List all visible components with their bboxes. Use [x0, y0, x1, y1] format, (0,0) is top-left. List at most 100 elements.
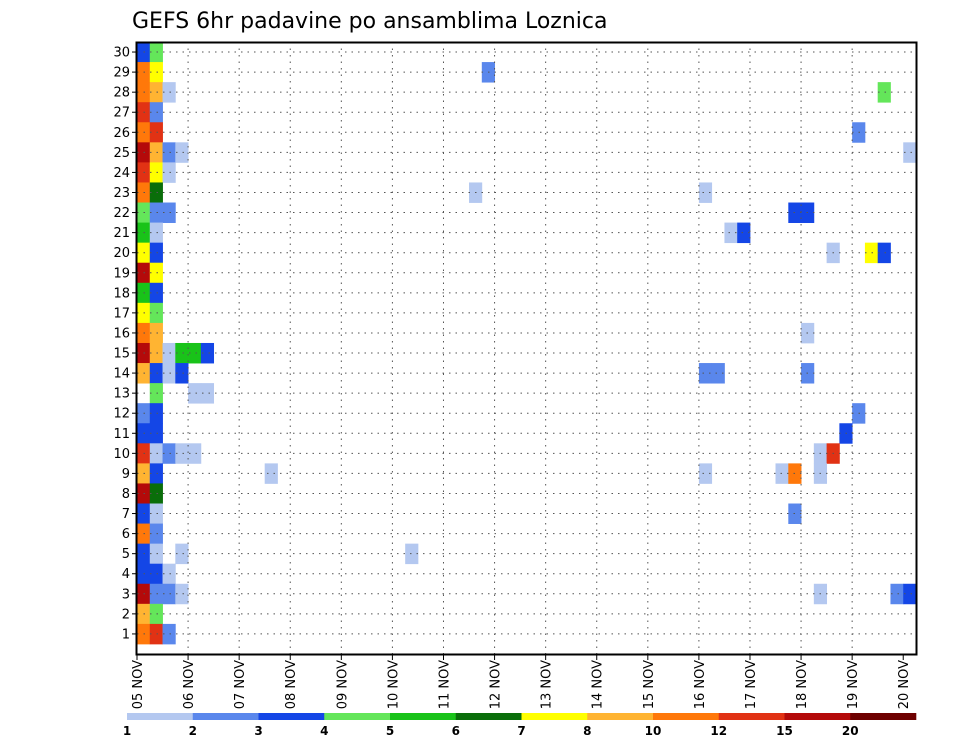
heatmap-cell: [149, 583, 163, 605]
heatmap-cell: [149, 142, 163, 163]
colorbar-label: 20: [842, 724, 859, 738]
heatmap-cell: [149, 42, 163, 63]
heatmap-cell: [162, 82, 176, 103]
heatmap-cell: [149, 463, 163, 484]
y-tick-label: 11: [113, 427, 130, 442]
x-tick-label: 12 NOV: [489, 660, 504, 709]
colorbar-segment: [587, 713, 654, 720]
heatmap-cell: [149, 262, 163, 284]
heatmap-cell: [149, 523, 163, 545]
heatmap-cell: [175, 363, 189, 384]
colorbar-segment: [521, 713, 588, 720]
x-tick-label: 18 NOV: [795, 660, 810, 709]
y-tick-label: 17: [113, 306, 130, 321]
grid-lines: [137, 42, 916, 654]
heatmap-cell: [149, 162, 163, 183]
heatmap-cell: [149, 503, 163, 524]
x-axis: 05 NOV 06 NOV 07 NOV 08 NOV 09 NOV 10 NOV 11 N…: [131, 654, 912, 709]
x-tick-label: 09 NOV: [335, 660, 350, 709]
heatmap-cell: [149, 403, 163, 424]
y-tick-label: 28: [113, 86, 130, 101]
heatmap-cell: [149, 282, 163, 304]
x-tick-label: 19 NOV: [846, 660, 861, 709]
y-tick-label: 19: [113, 266, 130, 281]
heatmap-cell: [711, 363, 725, 384]
heatmap-cell: [903, 583, 917, 605]
y-tick-label: 5: [122, 547, 130, 562]
colorbar-segment: [324, 713, 391, 720]
heatmap-cell: [698, 463, 713, 484]
y-tick-label: 20: [113, 246, 130, 261]
x-tick-label: 14 NOV: [591, 660, 606, 709]
heatmap-cell: [162, 202, 176, 223]
heatmap-cell: [175, 543, 189, 565]
heatmap-cell: [200, 383, 215, 404]
heatmap-cell: [737, 222, 751, 244]
heatmap-cell: [877, 82, 891, 103]
colorbar-segment: [455, 713, 522, 720]
colorbar-label: 4: [320, 724, 328, 738]
heatmap-cell: [149, 623, 163, 645]
y-tick-label: 22: [113, 206, 130, 221]
heatmap-cell: [149, 322, 163, 344]
heatmap-cell: [149, 222, 163, 244]
heatmap-cell: [200, 342, 215, 364]
colorbar-label: 10: [645, 724, 662, 738]
y-tick-label: 27: [113, 106, 130, 121]
heatmap-cell: [149, 122, 163, 143]
heatmap-cell: [149, 302, 163, 324]
y-tick-label: 24: [113, 166, 130, 181]
heatmap-cell: [162, 363, 176, 384]
heatmap-cells: [137, 42, 917, 645]
heatmap-cell: [162, 443, 176, 464]
heatmap-cell: [149, 182, 163, 203]
heatmap-cell: [149, 202, 163, 223]
heatmap-cell: [175, 142, 189, 163]
y-tick-label: 15: [113, 347, 130, 362]
y-tick-label: 12: [113, 407, 130, 422]
heatmap-cell: [162, 563, 176, 585]
chart-title: GEFS 6hr padavine po ansamblima Loznica: [132, 9, 607, 34]
y-tick-label: 14: [113, 367, 130, 382]
heatmap-cell: [149, 242, 163, 264]
heatmap-cell: [175, 443, 189, 464]
heatmap-cell: [175, 342, 189, 364]
y-tick-label: 3: [122, 587, 130, 602]
colorbar-label: 3: [254, 724, 262, 738]
colorbar-segment: [784, 713, 851, 720]
x-tick-label: 17 NOV: [744, 660, 759, 709]
colorbar-segment: [850, 713, 917, 720]
heatmap-cell: [149, 62, 163, 83]
heatmap-cell: [188, 342, 202, 364]
heatmap-cell: [877, 242, 891, 264]
heatmap-cell: [724, 222, 738, 244]
y-tick-label: 23: [113, 186, 130, 201]
y-tick-label: 9: [122, 467, 130, 482]
heatmap-cell: [149, 82, 163, 103]
heatmap-cell: [149, 102, 163, 123]
colorbar-segment: [718, 713, 785, 720]
y-tick-label: 1: [122, 627, 130, 642]
y-tick-label: 26: [113, 126, 130, 141]
heatmap-cell: [149, 342, 163, 364]
y-tick-label: 13: [113, 387, 130, 402]
colorbar-segment: [258, 713, 325, 720]
heatmap-cell: [162, 342, 176, 364]
heatmap-cell: [698, 363, 713, 384]
heatmap-cell: [175, 583, 189, 605]
heatmap-cell: [698, 182, 713, 203]
y-tick-label: 6: [122, 527, 130, 542]
plot-frame: [135, 41, 918, 656]
heatmap-cell: [264, 463, 278, 484]
y-tick-label: 2: [122, 607, 130, 622]
colorbar-label: 6: [452, 724, 460, 738]
x-tick-label: 20 NOV: [897, 660, 912, 709]
heatmap-cell: [162, 162, 176, 183]
heatmap-cell: [149, 563, 163, 585]
y-tick-label: 10: [113, 447, 130, 462]
colorbar: 1 2 3 4 5 6 7 8 10 12 15 20: [123, 713, 917, 738]
x-tick-label: 10 NOV: [386, 660, 401, 709]
x-tick-label: 05 NOV: [131, 660, 146, 709]
heatmap-cell: [405, 543, 419, 565]
x-tick-label: 08 NOV: [284, 660, 299, 709]
